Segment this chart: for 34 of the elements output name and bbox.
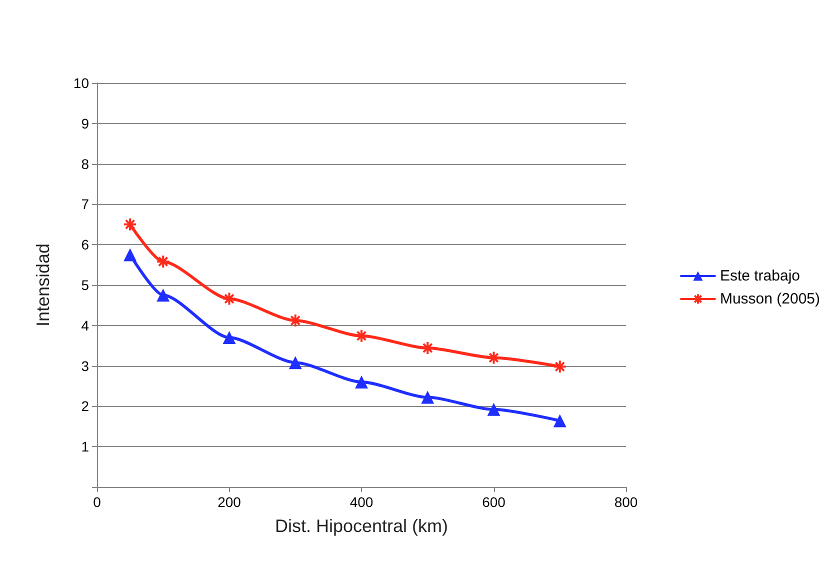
y-tick-label: 1 <box>81 438 90 455</box>
point <box>156 288 170 302</box>
point <box>553 414 566 428</box>
y-tick-label: 8 <box>81 156 90 172</box>
y-tick-label: 3 <box>81 358 90 374</box>
point <box>222 292 236 306</box>
point <box>288 314 302 328</box>
point <box>552 360 567 374</box>
point <box>421 390 434 404</box>
point <box>156 254 170 269</box>
point <box>288 356 302 370</box>
legend-label: Este trabajo <box>720 268 800 284</box>
x-tick-label: 0 <box>93 494 102 510</box>
point <box>123 217 138 232</box>
x-tick-label: 200 <box>218 494 242 510</box>
x-tick-label: 400 <box>350 494 374 510</box>
point <box>355 375 368 388</box>
point <box>486 350 501 365</box>
y-tick-label: 9 <box>81 115 90 132</box>
y-tick-label: 2 <box>81 398 90 414</box>
y-tick-label: 10 <box>73 75 90 91</box>
x-axis-title: Dist. Hipocentral (km) <box>274 516 448 536</box>
point <box>222 331 236 344</box>
x-tick-label: 600 <box>482 494 506 510</box>
y-tick-label: 7 <box>81 196 90 212</box>
point <box>354 328 368 343</box>
legend-label: Musson (2005) <box>720 290 820 308</box>
point <box>124 248 137 262</box>
x-tick-label: 800 <box>614 494 638 510</box>
y-axis-title: Intensidad <box>33 243 53 327</box>
y-tick-label: 6 <box>81 236 90 253</box>
y-tick-label: 5 <box>81 277 90 293</box>
y-tick-label: 4 <box>81 317 90 334</box>
point <box>487 402 500 416</box>
